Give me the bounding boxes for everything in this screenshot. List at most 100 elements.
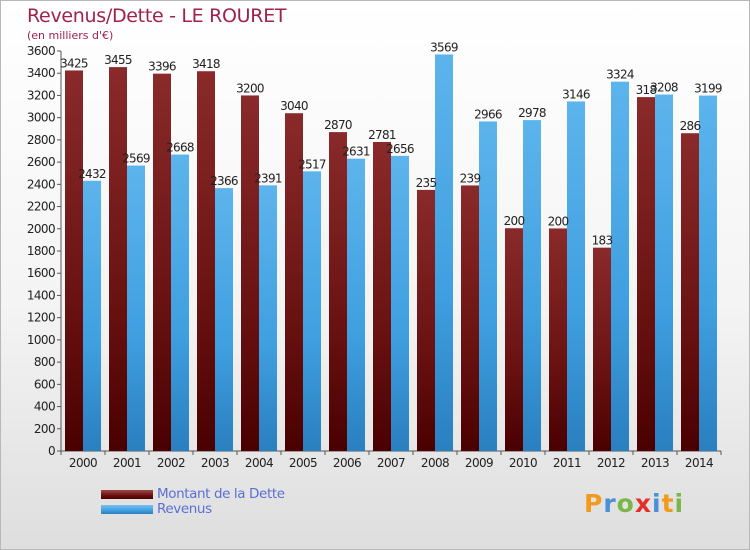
data-label-debt: 2870: [324, 118, 352, 132]
data-label-revenue: 3146: [562, 87, 590, 101]
bar-revenue: [215, 188, 233, 451]
data-label-revenue: 2966: [474, 107, 502, 121]
y-tick-label: 3400: [27, 66, 55, 80]
bar-revenue: [699, 95, 717, 452]
logo-letter: i: [652, 489, 662, 518]
legend-label-revenue: Revenus: [157, 501, 212, 517]
y-tick-label: 800: [34, 355, 55, 369]
data-label-revenue: 2391: [254, 171, 282, 185]
logo-letter: i: [674, 489, 685, 518]
data-label-revenue: 2978: [518, 106, 546, 120]
bar-revenue: [171, 154, 189, 452]
bar-debt: [417, 189, 435, 451]
chart-subtitle: (en milliers d'€): [27, 29, 114, 42]
x-tick-label: 2001: [113, 456, 141, 470]
bar-debt: [153, 73, 171, 452]
bar-revenue: [523, 120, 541, 451]
logo-letter: P: [584, 489, 604, 518]
x-tick-label: 2007: [377, 456, 405, 470]
bar-debt: [329, 132, 347, 451]
data-label-debt: 3418: [192, 57, 220, 71]
x-tick-label: 2014: [685, 456, 713, 470]
data-label-revenue: 2569: [122, 152, 150, 166]
x-tick-label: 2011: [553, 456, 581, 470]
legend-swatch-revenue: [101, 505, 153, 514]
data-label-debt: 3455: [104, 53, 132, 67]
y-tick-label: 1600: [27, 266, 55, 280]
logo-letter: x: [634, 489, 652, 518]
data-label-debt: 3200: [236, 81, 264, 95]
bar-revenue: [303, 171, 321, 452]
data-label-revenue: 3208: [650, 81, 678, 95]
bar-revenue: [479, 121, 497, 451]
x-tick-label: 2013: [641, 456, 669, 470]
y-tick-label: 400: [34, 400, 55, 414]
bar-revenue: [127, 165, 145, 452]
bar-debt: [549, 228, 567, 451]
bar-debt: [373, 142, 391, 451]
data-label-revenue: 2631: [342, 145, 370, 159]
bar-debt: [109, 67, 127, 451]
bar-revenue: [611, 81, 629, 452]
bar-revenue: [391, 155, 409, 451]
data-label-debt: 183: [592, 234, 613, 248]
bar-debt: [505, 228, 523, 451]
bar-revenue: [567, 101, 585, 451]
logo-letter: o: [616, 489, 635, 518]
data-label-debt: 2781: [368, 128, 396, 142]
y-tick-label: 0: [48, 444, 55, 458]
data-label-debt: 200: [504, 214, 525, 228]
data-label-revenue: 2668: [166, 141, 194, 155]
bar-debt: [197, 71, 215, 451]
bar-debt: [241, 95, 259, 451]
x-tick-label: 2010: [509, 456, 537, 470]
bar-revenue: [83, 180, 101, 451]
bar-debt: [285, 113, 303, 451]
data-label-debt: 286: [680, 119, 701, 133]
y-tick-label: 2800: [27, 133, 55, 147]
proxiti-logo: Proxiti: [584, 489, 684, 518]
logo-letter: t: [661, 489, 675, 518]
y-tick-label: 1200: [27, 311, 55, 325]
y-tick-label: 1000: [27, 333, 55, 347]
y-tick-label: 3200: [27, 88, 55, 102]
x-tick-label: 2004: [245, 456, 273, 470]
x-tick-label: 2008: [421, 456, 449, 470]
y-tick-label: 1800: [27, 244, 55, 258]
data-label-revenue: 2656: [386, 142, 414, 156]
y-tick-label: 200: [34, 422, 55, 436]
y-tick-label: 600: [34, 377, 55, 391]
data-label-debt: 239: [460, 171, 481, 185]
data-label-revenue: 3199: [694, 82, 722, 96]
x-tick-label: 2000: [69, 456, 97, 470]
data-label-revenue: 2517: [298, 157, 326, 171]
x-tick-label: 2012: [597, 456, 625, 470]
y-tick-label: 2000: [27, 222, 55, 236]
bar-revenue: [655, 94, 673, 452]
x-tick-label: 2005: [289, 456, 317, 470]
bar-debt: [681, 133, 699, 451]
data-label-debt: 3425: [60, 56, 88, 70]
logo-letter: r: [603, 489, 617, 518]
data-label-revenue: 3324: [606, 68, 634, 82]
y-tick-label: 1400: [27, 288, 55, 302]
bar-debt: [65, 70, 83, 451]
data-label-debt: 235: [416, 176, 437, 190]
data-label-debt: 3040: [280, 99, 308, 113]
bar-debt: [461, 185, 479, 451]
data-label-revenue: 2432: [78, 167, 106, 181]
data-labels: 3425243234552569339626683418236632002391…: [60, 40, 723, 248]
y-tick-label: 2200: [27, 200, 55, 214]
bar-debt: [637, 97, 655, 451]
y-tick-label: 2600: [27, 155, 55, 169]
legend-swatch-debt: [101, 490, 153, 499]
legend-label-debt: Montant de la Dette: [157, 486, 285, 502]
data-label-debt: 200: [548, 214, 569, 228]
x-tick-label: 2006: [333, 456, 361, 470]
data-label-debt: 3396: [148, 60, 176, 74]
bars: [65, 54, 717, 452]
chart-title: Revenus/Dette - LE ROURET: [27, 5, 287, 27]
bar-revenue: [259, 185, 277, 452]
